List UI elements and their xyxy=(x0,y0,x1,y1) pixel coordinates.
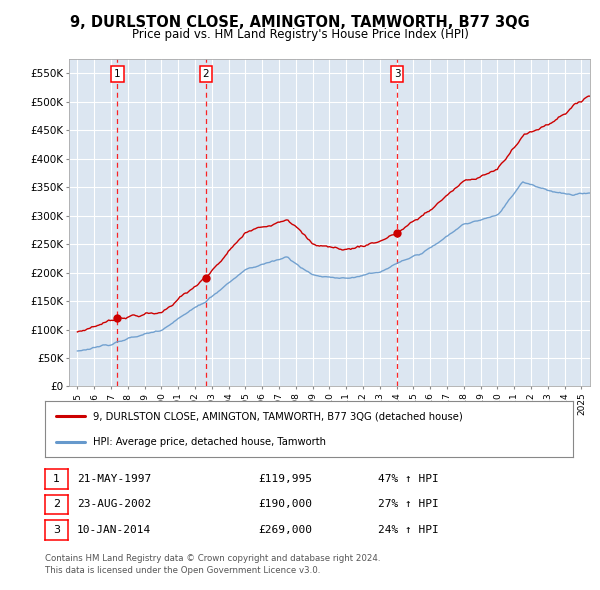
Text: 2: 2 xyxy=(53,500,60,509)
Text: £119,995: £119,995 xyxy=(258,474,312,484)
Text: 10-JAN-2014: 10-JAN-2014 xyxy=(77,525,151,535)
Text: 21-MAY-1997: 21-MAY-1997 xyxy=(77,474,151,484)
Text: HPI: Average price, detached house, Tamworth: HPI: Average price, detached house, Tamw… xyxy=(92,437,326,447)
Text: 9, DURLSTON CLOSE, AMINGTON, TAMWORTH, B77 3QG: 9, DURLSTON CLOSE, AMINGTON, TAMWORTH, B… xyxy=(70,15,530,30)
Text: 27% ↑ HPI: 27% ↑ HPI xyxy=(378,500,439,509)
Text: Price paid vs. HM Land Registry's House Price Index (HPI): Price paid vs. HM Land Registry's House … xyxy=(131,28,469,41)
Text: 2: 2 xyxy=(202,70,209,80)
Text: 24% ↑ HPI: 24% ↑ HPI xyxy=(378,525,439,535)
Text: 1: 1 xyxy=(53,474,60,484)
Text: 3: 3 xyxy=(394,70,400,80)
Text: 3: 3 xyxy=(53,525,60,535)
Text: 47% ↑ HPI: 47% ↑ HPI xyxy=(378,474,439,484)
Text: £190,000: £190,000 xyxy=(258,500,312,509)
Text: 23-AUG-2002: 23-AUG-2002 xyxy=(77,500,151,509)
Text: 1: 1 xyxy=(114,70,121,80)
Text: Contains HM Land Registry data © Crown copyright and database right 2024.
This d: Contains HM Land Registry data © Crown c… xyxy=(45,555,380,575)
Text: 9, DURLSTON CLOSE, AMINGTON, TAMWORTH, B77 3QG (detached house): 9, DURLSTON CLOSE, AMINGTON, TAMWORTH, B… xyxy=(92,411,462,421)
Text: £269,000: £269,000 xyxy=(258,525,312,535)
